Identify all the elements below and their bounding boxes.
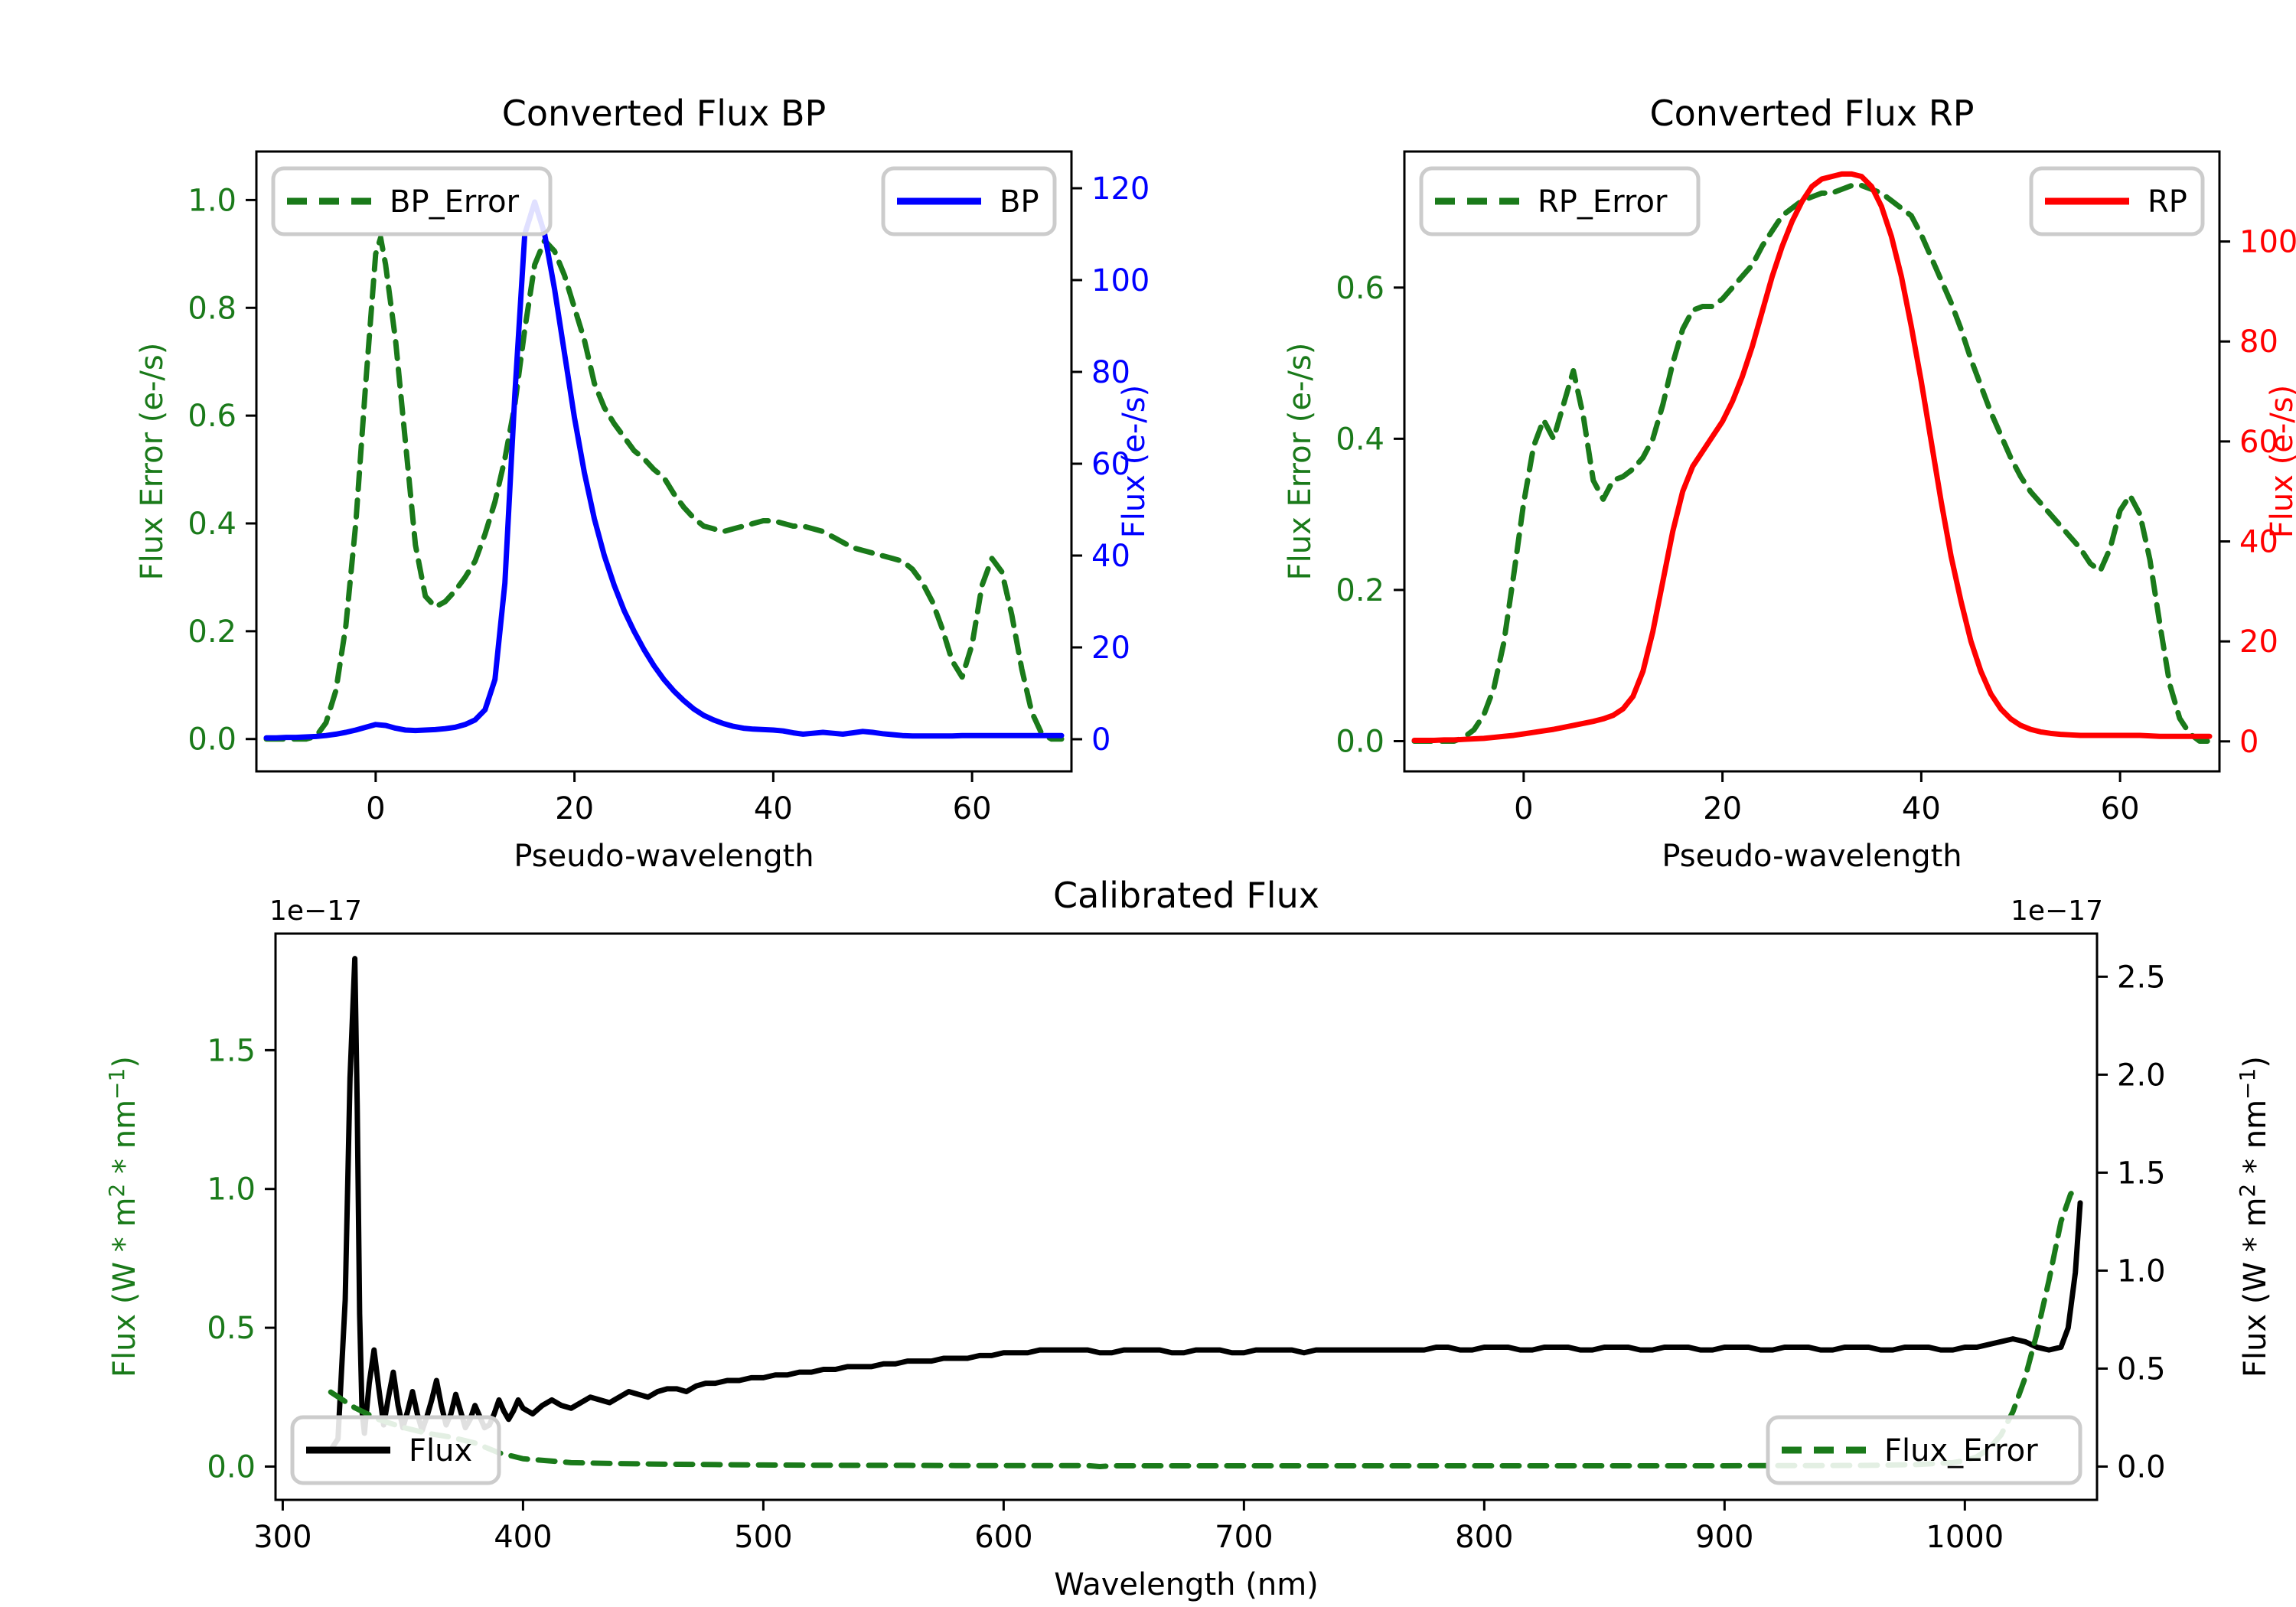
y-tick-label-right: 0.0 [2117, 1449, 2166, 1485]
y-tick-label-right: 80 [1091, 355, 1130, 390]
legend-label: RP_Error [1538, 184, 1668, 220]
y-axis-label-right: Flux (e-/s) [1117, 385, 1152, 538]
y-tick-label-right: 60 [1091, 447, 1130, 482]
y-tick-label-right: 2.5 [2117, 960, 2166, 995]
legend-rp-error: RP_Error [1419, 166, 1701, 236]
y-tick-label-right: 100 [2239, 225, 2296, 260]
x-axis-label: Pseudo-wavelength [514, 839, 814, 874]
y-tick-label: 1.0 [188, 183, 236, 218]
chart-title: Calibrated Flux [1053, 875, 1319, 916]
legend-box [290, 1415, 501, 1485]
series-bp-error [263, 235, 1065, 742]
x-tick-label: 0 [366, 791, 385, 826]
y-tick-label-right: 120 [1091, 171, 1150, 207]
x-tick-label: 300 [253, 1520, 311, 1555]
y-tick-label-right: 60 [2239, 425, 2278, 460]
y-tick-label-right: 0 [2239, 725, 2258, 760]
bp-chart-svg: Converted Flux BP 0 20 40 60 Pseudo-wavelengt… [135, 93, 1152, 874]
legend-label: RP [2148, 184, 2187, 220]
y-axis-label-left: Flux Error (e-/s) [135, 343, 170, 581]
y-tick-label: 0.4 [1336, 422, 1384, 457]
y-tick-label-right: 0.5 [2117, 1351, 2166, 1387]
x-tick-label: 1000 [1926, 1520, 2004, 1555]
plot-frame [1403, 150, 2221, 773]
y-axis-label-right: Flux (W * m2 * nm−1) [2235, 1056, 2273, 1377]
y-tick-label: 0.0 [207, 1449, 256, 1485]
y-tick-label-right: 0 [1091, 722, 1110, 758]
y-tick-label: 0.0 [188, 722, 236, 758]
y-tick-label-right: 2.0 [2117, 1058, 2166, 1093]
subplot-converted-flux-bp: Converted Flux BP 0 20 40 60 Pseudo-wavelengt… [0, 0, 1152, 874]
x-tick-label: 600 [974, 1520, 1032, 1555]
y-tick-label-right: 20 [2239, 624, 2278, 660]
series-rp [1411, 171, 2213, 743]
y-tick-label: 1.0 [207, 1172, 256, 1208]
y-tick-label: 1.5 [207, 1033, 256, 1068]
x-axis-label: Pseudo-wavelength [1662, 839, 1962, 874]
y-tick-label-right: 80 [2239, 324, 2278, 360]
legend-flux: Flux [290, 1415, 501, 1485]
x-tick-label: 20 [555, 791, 594, 826]
legend-label: Flux_Error [1884, 1433, 2038, 1468]
y-axis-label-left: Flux Error (e-/s) [1283, 343, 1318, 581]
x-tick-label: 20 [1703, 791, 1742, 826]
legend-box [271, 166, 553, 236]
x-tick-label: 60 [2101, 791, 2140, 826]
y-tick-label-right: 1.0 [2117, 1253, 2166, 1289]
rp-chart-svg: Converted Flux RP 0 20 40 60 Pseudo-wavelengt… [1283, 93, 2296, 874]
y-tick-label: 0.4 [188, 507, 236, 542]
y-axis-label-right: Flux (e-/s) [2265, 385, 2296, 538]
y-tick-label-right: 1.5 [2117, 1156, 2166, 1191]
subplot-converted-flux-rp: Converted Flux RP 0 20 40 60 Pseudo-wavelengt… [1148, 0, 2296, 874]
y-tick-label: 0.6 [188, 399, 236, 434]
legend-bp-error: BP_Error [271, 166, 553, 236]
y-tick-label-right: 20 [1091, 631, 1130, 666]
plot-frame [255, 150, 1073, 773]
x-tick-label: 400 [494, 1520, 552, 1555]
y-tick-label: 0.5 [207, 1311, 256, 1346]
x-tick-label: 700 [1215, 1520, 1273, 1555]
series-bp [263, 199, 1065, 741]
legend-rp: RP [2029, 166, 2205, 236]
plot-frame [274, 932, 2099, 1501]
y-tick-label: 0.2 [188, 614, 236, 650]
legend-box [1419, 166, 1701, 236]
legend-box [1766, 1415, 2082, 1485]
x-tick-label: 500 [734, 1520, 792, 1555]
legend-label: BP [1000, 184, 1039, 220]
series-flux [328, 956, 2083, 1453]
y-tick-label-right: 100 [1091, 263, 1150, 298]
legend-label: BP_Error [390, 184, 520, 220]
x-tick-label: 900 [1695, 1520, 1753, 1555]
right-scale-exponent: 1e−17 [2011, 895, 2103, 927]
chart-title: Converted Flux BP [502, 93, 827, 134]
calibrated-chart-svg: Calibrated Flux 1e−17 1e−17 300 400 500 600 700… [104, 875, 2273, 1602]
chart-title: Converted Flux RP [1650, 93, 1975, 134]
legend-flux-error: Flux_Error [1766, 1415, 2082, 1485]
x-tick-label: 40 [754, 791, 793, 826]
y-tick-label: 0.6 [1336, 271, 1384, 306]
x-tick-label: 40 [1902, 791, 1941, 826]
x-tick-label: 60 [953, 791, 992, 826]
legend-label: Flux [409, 1433, 472, 1468]
left-scale-exponent: 1e−17 [269, 895, 362, 927]
y-tick-label: 0.0 [1336, 724, 1384, 759]
y-tick-label: 0.2 [1336, 573, 1384, 608]
x-tick-label: 800 [1455, 1520, 1513, 1555]
y-axis-label-left: Flux (W * m2 * nm−1) [104, 1056, 142, 1377]
x-tick-label: 0 [1514, 791, 1533, 826]
legend-bp: BP [881, 166, 1057, 236]
y-tick-label-right: 40 [1091, 539, 1130, 574]
y-tick-label-right: 40 [2239, 525, 2278, 560]
x-axis-label: Wavelength (nm) [1054, 1567, 1319, 1602]
y-tick-label: 0.8 [188, 291, 236, 326]
series-rp-error [1411, 182, 2213, 744]
subplot-calibrated-flux: Calibrated Flux 1e−17 1e−17 300 400 500 600 700… [0, 811, 2296, 1607]
